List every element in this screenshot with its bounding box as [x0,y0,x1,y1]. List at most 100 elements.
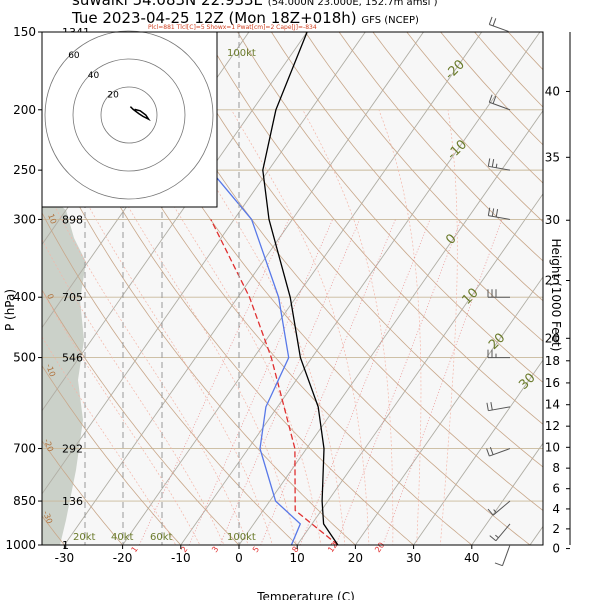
dry-adiabat-line [338,32,543,262]
diagram-lines [42,13,600,558]
dry-adiabat-line [42,50,415,545]
station-title: suwalki 54.083N 22.933E (54.000N 23.000E… [72,0,438,9]
height-meter-label: 705 [62,291,83,304]
wind-barb-flag [487,158,491,167]
hodograph-ring [72,58,186,172]
pressure-tick-label: 150 [13,25,36,39]
wind-barb-flag [486,448,490,457]
height-tick-label: 30 [545,213,560,227]
height-meter-label: 292 [62,443,83,456]
wind-barb-flag [487,207,491,216]
speed-label-bottom: 20kt [73,532,96,543]
temperature-tick-label: 0 [235,551,243,565]
mixing-ratio-label: 2 [179,545,189,554]
wind-barb [486,402,511,412]
chart-header: suwalki 54.083N 22.933E (54.000N 23.000E… [0,0,600,28]
dry-adiabat-line [42,364,182,545]
wind-barb [487,289,510,298]
pressure-tick-label: 700 [13,442,36,456]
dry-adiabat-line [372,32,543,223]
speed-label-bottom: 100kt [227,532,256,543]
isotherm-line [64,32,424,545]
height-tick-label: 18 [545,354,560,368]
y-axis-label: P (hPa) [3,289,17,331]
wind-barb-staff [488,215,511,220]
theta-label: -30 [41,510,54,525]
hodograph-trace [129,106,151,122]
height-axis-label: Height (1000 Feet) [549,239,563,352]
wind-barb-flag [495,209,499,218]
wind-barb-flag [491,208,495,217]
moist-adiabat-line [378,109,422,545]
pressure-tick-label: 250 [13,163,36,177]
isotherm-line [122,32,483,545]
isotherm-line [42,32,308,412]
height-meter-label: 546 [62,352,83,365]
height-tick-label: 25 [545,274,560,288]
temperature-trace [262,32,339,545]
dry-adiabat-line [592,13,600,558]
mixing-ratio-label: 1 [130,545,140,554]
pressure-tick-label: 1000 [5,538,36,552]
parcel-trace [210,219,339,545]
hodograph: 20 40 60 [41,30,218,208]
run-line: Tue 2023-04-25 12Z (Mon 18Z+018h) [72,9,357,27]
theta-label: -20 [42,438,55,453]
wind-barb-flag [492,18,497,27]
wind-barb [494,544,511,567]
theta-label: -10 [44,363,57,378]
temperature-tick-label: -20 [113,551,133,565]
dry-adiabat-line [67,32,473,545]
speed-label-top: 100kt [227,48,256,59]
height-tick-label: 6 [552,482,560,496]
pressure-tick-label: 500 [13,351,36,365]
moist-adiabat-line [42,336,177,545]
wind-barb-half-flag [493,509,497,513]
wind-barb-flag [488,16,493,25]
theta-label: 0 [45,293,55,301]
wind-barb [487,500,511,516]
model-name: GFS (NCEP) [361,15,419,26]
wind-barb-flag [494,562,503,567]
dry-adiabat-line [304,32,543,302]
mixing-ratio-line [219,219,361,545]
height-meter-label: 898 [62,213,83,226]
dry-adiabat-line [169,32,543,468]
plot-frame [41,31,544,546]
temperature-tick-label: 40 [464,551,479,565]
wind-barb [487,207,511,220]
isotherm-line [413,359,543,545]
height-tick-label: 16 [545,376,560,390]
mixing-ratio-line [188,219,333,545]
height-tick-label: 40 [545,84,560,98]
height-tick-label: 2 [552,522,560,536]
wind-barb-flag [488,94,493,103]
wind-barb [488,94,511,111]
temperature-tick-label: 20 [348,551,363,565]
indices-line: Plcl=881 Tlcl[C]=5 Showx=1 Pwat[cm]=2 Ca… [148,24,317,31]
moist-adiabat-line [42,179,249,545]
height-tick-label: 4 [552,502,560,516]
moist-adiabat-line [42,238,225,545]
wind-barb-flag [492,95,497,104]
temperature-tick-label: -30 [55,551,75,565]
wind-barb-flag [489,447,494,455]
mixing-ratio-line [382,219,503,545]
dry-adiabat-line [42,212,298,545]
run-title: Tue 2023-04-25 12Z (Mon 18Z+018h) GFS (N… [72,9,419,27]
pressure-tick-label: 850 [13,494,36,508]
hodograph-ring [100,86,158,144]
height-tick-label: 0 [552,542,560,556]
wind-barb-staff [489,101,511,111]
wind-barb-flag [489,535,497,542]
hodograph-ring-label: 20 [107,90,119,100]
mixing-ratio-label: 5 [251,545,261,554]
temperature-tick-label: 10 [290,551,305,565]
dry-adiabat-line [270,32,543,342]
temperature-tick-label: 30 [406,551,421,565]
speed-label-bottom: 40kt [111,532,134,543]
dry-adiabat-line [101,32,531,545]
wind-barb-staff [489,24,511,33]
